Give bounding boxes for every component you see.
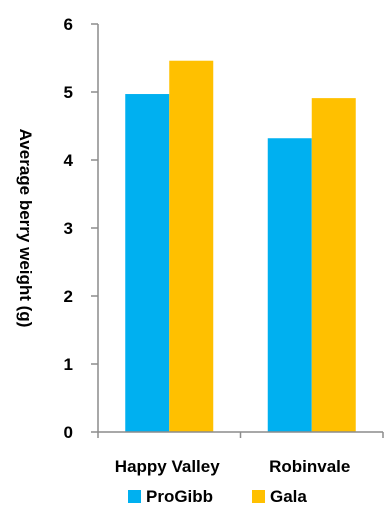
y-ticks: 0 1 2 3 4 5 6 bbox=[64, 15, 98, 442]
x-category-label: Happy Valley bbox=[115, 457, 220, 476]
legend-label-gala: Gala bbox=[270, 487, 307, 506]
legend-swatch-progibb bbox=[128, 490, 141, 503]
bars bbox=[125, 60, 356, 433]
y-tick-label-0: 0 bbox=[64, 423, 73, 442]
bar-gala-happy-valley bbox=[169, 60, 214, 432]
axes bbox=[97, 24, 384, 438]
y-tick-label-5: 5 bbox=[64, 83, 73, 102]
y-tick-label-6: 6 bbox=[64, 15, 73, 34]
y-tick-label-3: 3 bbox=[64, 219, 73, 238]
y-axis-label-group: Average berry weight (g) bbox=[16, 129, 35, 328]
bar-progibb-robinvale bbox=[267, 138, 312, 433]
legend-swatch-gala bbox=[252, 490, 265, 503]
legend: ProGibb Gala bbox=[128, 487, 307, 506]
x-category-label: Robinvale bbox=[269, 457, 350, 476]
y-tick-label-4: 4 bbox=[64, 151, 74, 170]
category-labels: Happy Valley Robinvale bbox=[115, 457, 351, 476]
bar-progibb-happy-valley bbox=[125, 94, 170, 432]
y-axis-label: Average berry weight (g) bbox=[16, 129, 35, 328]
bar-gala-robinvale bbox=[311, 98, 356, 433]
y-tick-label-1: 1 bbox=[64, 355, 73, 374]
y-tick-label-2: 2 bbox=[64, 287, 73, 306]
legend-label-progibb: ProGibb bbox=[146, 487, 213, 506]
